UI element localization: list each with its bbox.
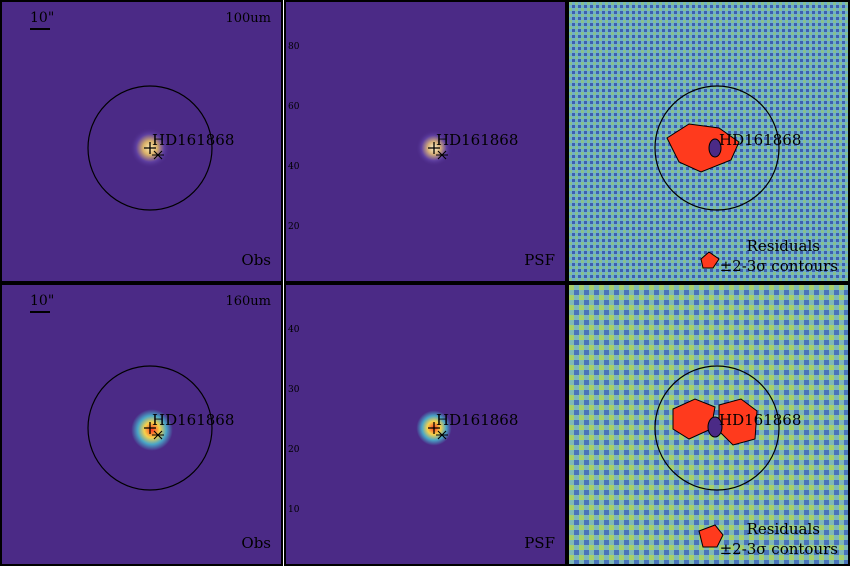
obs-label: Obs: [241, 534, 271, 552]
y-tick: 30: [288, 385, 300, 395]
scale-bar: [30, 28, 50, 30]
star-label: HD161868: [436, 131, 519, 149]
star-label: HD161868: [436, 411, 519, 429]
obs-image-160um: [2, 285, 281, 564]
y-tick: 80: [288, 42, 300, 52]
band-label: 160um: [225, 294, 271, 309]
psf-panel-100um: 80 60 40 20 HD161868 PSF: [284, 0, 567, 283]
y-tick: 60: [288, 102, 300, 112]
obs-label: Obs: [241, 251, 271, 269]
scale-label: 10": [30, 293, 55, 309]
psf-image-100um: [286, 2, 565, 281]
psf-panel-160um: 40 30 20 10 HD161868 PSF: [284, 283, 567, 566]
y-tick: 20: [288, 222, 300, 232]
psf-label: PSF: [524, 534, 555, 552]
y-tick: 40: [288, 162, 300, 172]
obs-panel-100um: 10" 100um HD161868 Obs: [0, 0, 283, 283]
scale-bar: [30, 311, 50, 313]
residuals-label: Residuals: [746, 237, 820, 255]
residual-image-160um: [569, 285, 848, 564]
star-label: HD161868: [152, 131, 235, 149]
psf-image-160um: [286, 285, 565, 564]
residual-panel-100um: HD161868 Residuals ±2-3σ contours: [567, 0, 850, 283]
residuals-label: Residuals: [746, 520, 820, 538]
star-label: HD161868: [719, 411, 802, 429]
band-label: 100um: [225, 11, 271, 26]
obs-image-100um: [2, 2, 281, 281]
y-tick: 20: [288, 445, 300, 455]
star-label: HD161868: [719, 131, 802, 149]
residual-panel-160um: HD161868 Residuals ±2-3σ contours: [567, 283, 850, 566]
contours-label: ±2-3σ contours: [719, 540, 838, 558]
residual-image-100um: [569, 2, 848, 281]
y-tick: 10: [288, 505, 300, 515]
y-tick: 40: [288, 325, 300, 335]
star-label: HD161868: [152, 411, 235, 429]
obs-panel-160um: 10" 160um HD161868 Obs: [0, 283, 283, 566]
scale-label: 10": [30, 10, 55, 26]
psf-label: PSF: [524, 251, 555, 269]
contours-label: ±2-3σ contours: [719, 257, 838, 275]
